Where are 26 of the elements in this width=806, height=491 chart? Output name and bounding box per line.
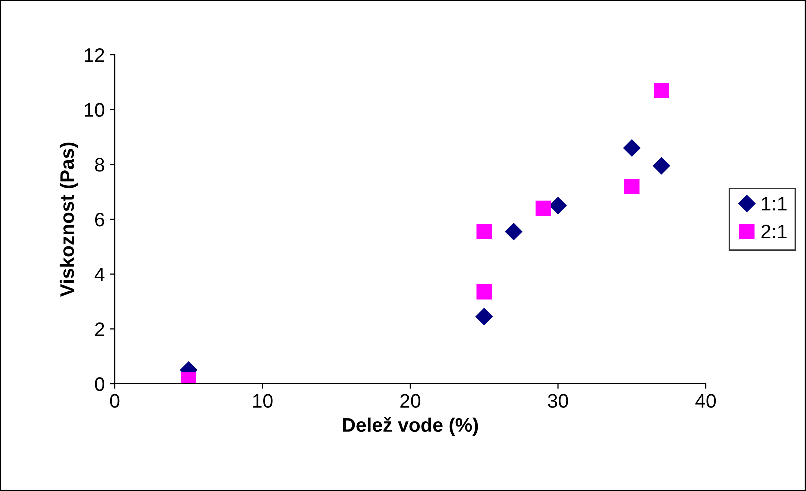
y-axis-title: Viskoznost (Pas) [60,142,78,297]
x-tick-label: 30 [548,394,568,408]
legend-label: 1:1 [762,197,787,211]
point [624,178,640,194]
x-axis-title: Delež vode (%) [343,417,478,436]
point [654,83,670,98]
point [550,197,567,214]
point [476,284,492,300]
point [624,140,641,157]
y-tick-label: 0 [95,377,105,392]
legend-label: 2:1 [762,224,787,238]
y-tick-label: 2 [95,322,104,336]
x-tick-label: 40 [696,394,716,408]
point [476,224,492,240]
x-tick-label: 10 [253,394,273,408]
y-tick-label: 10 [85,103,105,118]
point [476,308,493,326]
x-tick-label: 20 [400,394,421,408]
x-tick-label: 0 [110,394,120,408]
point [505,223,522,240]
point [653,157,670,175]
y-tick-label: 12 [85,48,104,62]
y-tick-label: 8 [95,158,104,172]
y-tick-label: 4 [94,268,105,282]
y-tick-label: 6 [95,212,104,227]
point [536,200,552,216]
